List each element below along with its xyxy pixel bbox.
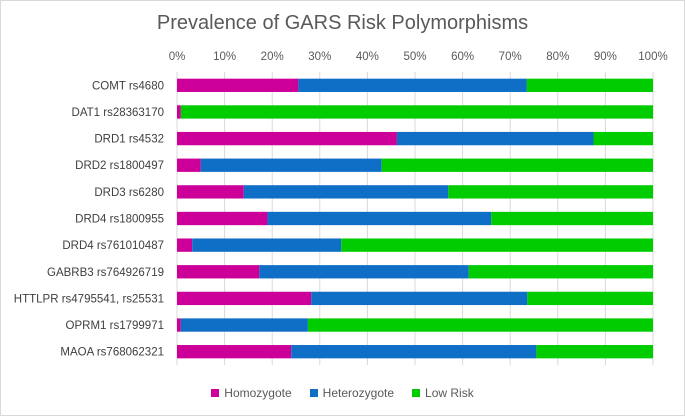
category-label: HTTLPR rs4795541, rs25531 [14, 293, 164, 305]
bar-homozygote [177, 78, 299, 92]
bar-heterozygote [311, 291, 528, 306]
bar-homozygote [177, 265, 260, 279]
bar-low-risk [593, 131, 653, 146]
x-tick-label: 10% [213, 51, 236, 63]
bar-homozygote [177, 185, 244, 199]
bar-heterozygote [200, 158, 382, 172]
legend-label: Heterozygote [322, 386, 395, 400]
legend-item: Heterozygote [309, 386, 395, 400]
legend-label: Low Risk [425, 386, 474, 400]
x-tick-label: 0% [169, 51, 186, 63]
category-label: DAT1 rs28363170 [72, 107, 164, 119]
category-label: DRD1 rs4532 [94, 134, 164, 146]
x-tick-label: 70% [499, 51, 522, 63]
bar-heterozygote [396, 131, 594, 146]
bar-heterozygote [180, 318, 308, 332]
bar-homozygote [177, 238, 193, 252]
bar-homozygote [177, 158, 201, 172]
bar-low-risk [341, 238, 653, 252]
x-tick-label: 30% [308, 51, 331, 63]
bar-homozygote [177, 131, 397, 146]
x-tick-label: 50% [403, 51, 426, 63]
bar-low-risk [448, 185, 653, 199]
chart-title: Prevalence of GARS Risk Polymorphisms [156, 12, 529, 34]
category-label: DRD4 rs761010487 [62, 240, 164, 252]
chart-legend: Homozygote Heterozygote Low Risk [0, 386, 685, 400]
bar-low-risk [536, 345, 653, 359]
category-label: DRD4 rs1800955 [75, 214, 164, 226]
bar-homozygote [177, 291, 312, 306]
legend-item: Homozygote [211, 386, 292, 400]
legend-swatch [211, 389, 220, 397]
x-tick-label: 80% [546, 51, 569, 63]
bar-heterozygote [291, 345, 537, 359]
category-label: DRD2 rs1800497 [75, 160, 164, 172]
legend-swatch [309, 389, 318, 397]
bar-low-risk [307, 318, 653, 332]
bar-low-risk [527, 291, 653, 306]
bar-low-risk [180, 105, 654, 119]
legend-label: Homozygote [224, 386, 292, 400]
bar-low-risk [381, 158, 653, 172]
bar-homozygote [177, 105, 181, 119]
category-label: COMT rs4680 [92, 80, 164, 92]
x-tick-label: 60% [451, 51, 474, 63]
bar-low-risk [491, 211, 653, 226]
x-tick-label: 20% [261, 51, 284, 63]
category-label: OPRM1 rs1799971 [66, 320, 164, 332]
bar-low-risk [468, 265, 653, 279]
bar-low-risk [526, 78, 653, 92]
bar-heterozygote [192, 238, 342, 252]
bar-homozygote [177, 211, 268, 226]
bar-homozygote [177, 345, 292, 359]
legend-swatch [412, 389, 421, 397]
bar-heterozygote [259, 265, 469, 279]
bar-heterozygote [267, 211, 492, 226]
x-tick-label: 100% [638, 51, 667, 63]
category-label: DRD3 rs6280 [94, 187, 164, 199]
category-label: GABRB3 rs764926719 [47, 267, 164, 279]
x-tick-label: 90% [594, 51, 617, 63]
bar-heterozygote [243, 185, 449, 199]
bar-homozygote [177, 318, 181, 332]
category-label: MAOA rs768062321 [60, 347, 164, 359]
legend-item: Low Risk [412, 386, 474, 400]
bar-heterozygote [298, 78, 527, 92]
x-tick-label: 40% [356, 51, 379, 63]
